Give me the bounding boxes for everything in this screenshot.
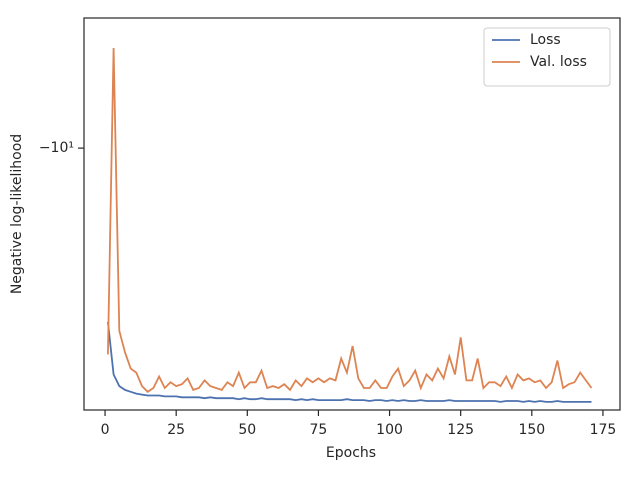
plot-frame [83,17,621,411]
x-tick-label: 0 [101,422,110,438]
y-tick-label: −10¹ [39,140,74,156]
x-tick-label: 75 [310,422,328,438]
x-axis-label: Epochs [326,445,376,461]
x-tick-label: 150 [518,422,545,438]
x-tick-label: 125 [447,422,474,438]
x-tick-label: 175 [590,422,617,438]
x-tick-label: 100 [376,422,403,438]
legend: Loss Val. loss [483,27,611,87]
legend-frame [483,27,611,87]
legend-label: Val. loss [530,54,587,70]
x-tick-label: 25 [167,422,185,438]
x-tick-label: 50 [238,422,256,438]
legend-label: Loss [530,32,561,48]
y-axis-label: Negative log-likelihood [9,134,25,294]
line [107,47,593,393]
line [107,321,592,403]
